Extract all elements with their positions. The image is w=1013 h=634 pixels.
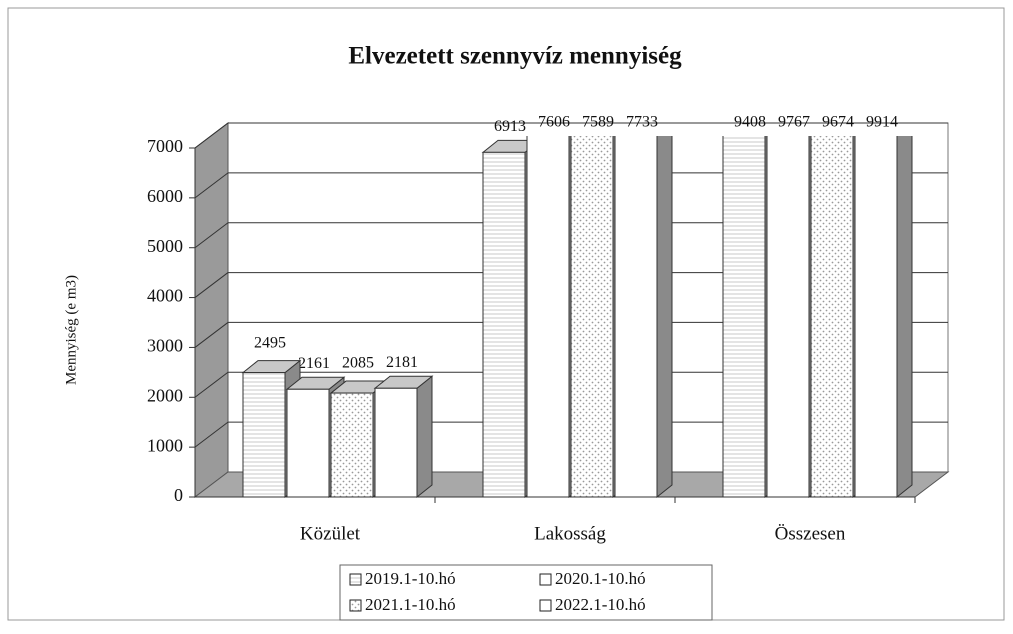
value-label: 7606	[538, 114, 570, 131]
value-label: 6913	[494, 118, 526, 135]
bar	[526, 136, 570, 498]
grid-line	[194, 272, 229, 298]
bar	[482, 151, 526, 498]
bar	[330, 392, 374, 498]
legend-swatch	[349, 573, 362, 586]
value-label: 2495	[254, 334, 286, 351]
y-axis-label: Mennyiség (e m3)	[63, 275, 79, 385]
value-label: 2181	[386, 354, 418, 371]
grid-line	[194, 371, 229, 398]
value-label: 2085	[342, 355, 374, 372]
bar	[286, 388, 330, 498]
legend	[339, 564, 713, 621]
legend-label: 2020.1-10.hó	[555, 569, 646, 588]
y-tick-label: 0	[174, 485, 183, 505]
y-tick-label: 7000	[147, 136, 183, 156]
x-tick-label: Lakosság	[534, 523, 606, 544]
x-tick-label: Összesen	[775, 523, 846, 544]
y-tick-label: 6000	[147, 186, 183, 206]
value-label: 7733	[626, 114, 658, 131]
value-label: 9767	[778, 114, 810, 131]
bar-side	[656, 136, 673, 499]
chart-title: Elvezetett szennyvíz mennyiség	[348, 43, 682, 70]
y-tick-label: 5000	[147, 236, 183, 256]
y-tick-label: 2000	[147, 385, 183, 405]
legend-label: 2022.1-10.hó	[555, 595, 646, 614]
legend-swatch	[349, 599, 362, 612]
bar-side	[416, 375, 433, 499]
grid-line	[194, 421, 229, 448]
bar	[242, 372, 286, 498]
bar	[766, 136, 810, 498]
legend-swatch	[539, 599, 552, 612]
value-label: 9408	[734, 114, 766, 131]
value-label: 9914	[866, 114, 898, 131]
bar	[854, 136, 898, 498]
bar	[374, 387, 418, 498]
value-label: 9674	[822, 114, 854, 131]
bar-top	[855, 0, 912, 3]
grid-line	[194, 172, 229, 199]
bar	[810, 136, 854, 498]
y-tick-label: 1000	[147, 435, 183, 455]
bar	[570, 136, 614, 498]
grid-line	[194, 122, 229, 149]
side-wall	[194, 121, 229, 499]
legend-label: 2019.1-10.hó	[365, 569, 456, 588]
grid-line	[194, 322, 229, 348]
bar	[614, 136, 658, 498]
x-tick-label: Közület	[300, 523, 361, 544]
y-tick-label: 3000	[147, 336, 183, 356]
y-tick-label: 4000	[147, 286, 183, 306]
legend-label: 2021.1-10.hó	[365, 595, 456, 614]
grid-line	[194, 222, 229, 249]
value-label: 2161	[298, 355, 330, 372]
legend-swatch	[539, 573, 552, 586]
value-label: 7589	[582, 114, 614, 131]
bar	[722, 136, 766, 498]
